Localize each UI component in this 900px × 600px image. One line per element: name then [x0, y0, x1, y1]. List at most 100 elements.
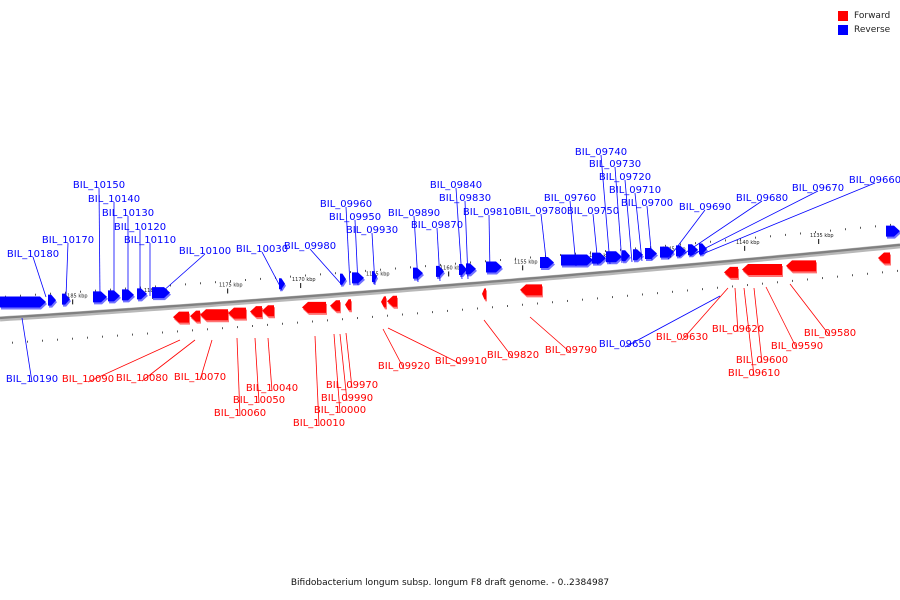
minor-tick-bottom: [552, 301, 553, 304]
leader-line: [314, 335, 320, 427]
minor-tick-bottom: [192, 329, 193, 332]
minor-tick-top: [695, 242, 696, 245]
minor-tick-bottom: [117, 334, 118, 337]
gene-label: BIL_09930: [346, 225, 398, 236]
reverse-gene-13: [436, 265, 444, 277]
forward-gene-6: [302, 301, 326, 313]
minor-tick-bottom: [372, 315, 373, 318]
gene-label: BIL_09700: [621, 198, 673, 209]
forward-gene-13: [724, 266, 738, 278]
leader-line: [32, 256, 47, 298]
gene-label: BIL_09740: [575, 147, 627, 158]
minor-tick-top: [500, 259, 501, 261]
reverse-gene-19: [592, 252, 606, 264]
gene-label: BIL_10090: [62, 374, 114, 385]
forward-gene-15: [786, 260, 816, 272]
leader-line: [624, 179, 633, 263]
gene-label: BIL_09960: [320, 199, 372, 210]
leader-line: [743, 287, 755, 377]
minor-tick-top: [350, 271, 351, 274]
gene-label: BIL_09760: [544, 193, 596, 204]
reverse-gene-21: [622, 250, 630, 262]
forward-gene-3: [228, 307, 246, 319]
leader-line: [21, 317, 33, 383]
leader-line: [436, 227, 441, 282]
forward-gene-1: [190, 310, 200, 322]
leader-line: [65, 242, 69, 298]
minor-tick-top: [725, 239, 726, 242]
minor-tick-top: [740, 238, 741, 241]
gene-label: BIL_09780: [515, 206, 567, 217]
gene-label: BIL_10050: [233, 395, 285, 406]
leader-line: [455, 187, 463, 280]
minor-tick-bottom: [87, 336, 88, 339]
minor-tick-bottom: [462, 308, 463, 311]
gene-label: BIL_09630: [656, 332, 708, 343]
gene-label: BIL_09910: [435, 356, 487, 367]
gene-label: BIL_09870: [411, 220, 463, 231]
gene-label: BIL_09600: [736, 355, 788, 366]
minor-tick-bottom: [687, 289, 688, 292]
gene-label: BIL_09920: [378, 361, 430, 372]
minor-tick-bottom: [882, 271, 883, 274]
minor-tick-bottom: [597, 297, 598, 300]
gene-label: BIL_10030: [236, 244, 288, 255]
leader-line: [483, 319, 514, 359]
minor-tick-bottom: [162, 331, 163, 334]
major-tick: [227, 288, 229, 294]
major-tick: [818, 238, 820, 244]
reverse-gene-26: [688, 244, 698, 256]
leader-line: [98, 187, 101, 297]
genome-backbone: [0, 243, 900, 320]
leader-line: [569, 200, 577, 267]
minor-tick-top: [800, 232, 801, 235]
minor-tick-top: [890, 223, 891, 226]
minor-tick-bottom: [72, 337, 73, 340]
minor-tick-top: [155, 285, 156, 288]
minor-tick-top: [50, 292, 51, 295]
gene-label: BIL_09590: [771, 341, 823, 352]
legend-forward-label: Forward: [854, 10, 891, 21]
reverse-gene-9: [340, 273, 346, 285]
minor-tick-bottom: [447, 309, 448, 312]
leader-line: [382, 328, 405, 370]
leader-line: [261, 251, 283, 291]
minor-tick-top: [80, 290, 81, 293]
kbp-tick-label: 1185 kbp: [64, 293, 88, 299]
gene-label: BIL_09970: [326, 380, 378, 391]
gene-label: BIL_10080: [116, 373, 168, 384]
gene-label: BIL_09690: [679, 202, 731, 213]
minor-tick-top: [245, 278, 246, 281]
gene-label: BIL_09840: [430, 180, 482, 191]
minor-tick-top: [65, 291, 66, 294]
leader-line: [87, 339, 181, 383]
minor-tick-top: [845, 228, 846, 231]
forward-gene-9: [381, 296, 386, 308]
minor-tick-top: [260, 277, 261, 280]
forward-gene-4: [250, 306, 262, 318]
reverse-gene-2: [62, 293, 70, 305]
kbp-tick-label: 1135 kbp: [810, 233, 834, 239]
reverse-gene-7: [152, 287, 170, 299]
minor-tick-bottom: [492, 306, 493, 309]
minor-tick-bottom: [582, 298, 583, 301]
minor-tick-bottom: [627, 294, 628, 297]
reverse-gene-18: [561, 254, 593, 266]
gene-label: BIL_09670: [792, 183, 844, 194]
leader-line: [345, 332, 353, 389]
gene-label: BIL_10040: [246, 383, 298, 394]
minor-tick-bottom: [267, 323, 268, 326]
minor-tick-bottom: [477, 307, 478, 310]
minor-tick-bottom: [792, 279, 793, 282]
minor-tick-top: [785, 233, 786, 236]
leader-line: [354, 219, 359, 286]
minor-tick-top: [815, 231, 816, 234]
leader-line: [333, 333, 341, 414]
minor-tick-bottom: [42, 339, 43, 342]
reverse-gene-1: [48, 294, 56, 306]
minor-tick-top: [680, 243, 681, 246]
legend-reverse: Reverse: [838, 23, 890, 36]
minor-tick-top: [365, 269, 366, 272]
forward-gene-7: [330, 300, 340, 312]
reverse-gene-17: [540, 257, 554, 269]
